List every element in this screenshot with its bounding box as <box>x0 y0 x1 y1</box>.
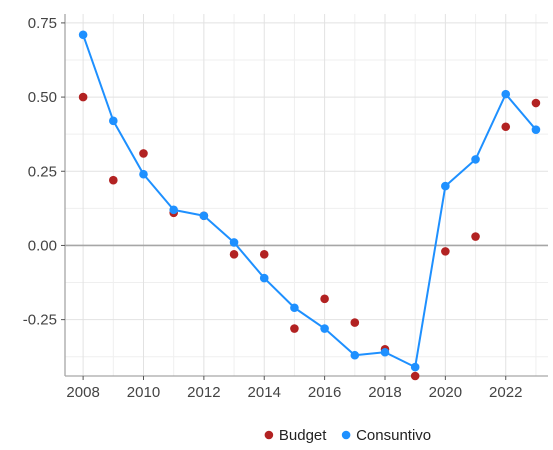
point-consuntivo <box>290 303 299 313</box>
point-consuntivo <box>350 350 360 360</box>
y-tick-label: -0.25 <box>23 312 57 329</box>
legend-key-budget <box>264 430 274 440</box>
point-budget <box>109 175 118 185</box>
grid-layer <box>65 14 548 376</box>
point-consuntivo <box>380 347 390 357</box>
point-consuntivo <box>169 205 178 215</box>
point-budget <box>229 250 239 259</box>
axis-layer: -0.25 0.00 0.25 0.50 0.75 2008 2010 2012 2014 201… <box>23 14 548 401</box>
point-budget <box>259 250 269 259</box>
x-tick-label: 2018 <box>368 384 401 401</box>
point-budget <box>410 371 420 381</box>
point-budget <box>471 232 480 241</box>
legend-label-consuntivo: Consuntivo <box>356 427 431 444</box>
y-tick-label: 0.50 <box>28 89 57 106</box>
y-tick-label: 0.00 <box>28 237 57 254</box>
legend-label-budget: Budget <box>279 427 327 444</box>
point-consuntivo <box>139 169 148 179</box>
x-tick-label: 2008 <box>66 384 99 401</box>
point-consuntivo <box>109 116 118 126</box>
point-budget <box>350 318 360 327</box>
point-budget <box>320 294 329 304</box>
point-budget <box>139 149 148 158</box>
point-consuntivo <box>471 155 480 164</box>
point-consuntivo <box>410 362 420 372</box>
y-tick-label: 0.75 <box>28 15 57 32</box>
point-budget <box>441 247 450 256</box>
point-consuntivo <box>320 324 329 333</box>
series-line-consuntivo <box>82 34 537 369</box>
point-consuntivo <box>501 89 511 99</box>
legend-key-consuntivo <box>341 430 351 440</box>
point-budget <box>290 324 299 333</box>
legend: Budget Consuntivo <box>264 427 431 444</box>
x-tick-label: 2020 <box>429 384 462 401</box>
point-budget <box>501 122 511 132</box>
point-consuntivo <box>229 238 239 247</box>
point-consuntivo <box>259 273 269 283</box>
x-tick-label: 2012 <box>187 384 220 401</box>
point-consuntivo <box>78 30 88 40</box>
series-layer <box>78 30 541 381</box>
point-consuntivo <box>441 181 450 191</box>
point-budget <box>78 92 88 102</box>
point-consuntivo <box>531 125 541 135</box>
x-tick-label: 2014 <box>248 384 281 401</box>
point-consuntivo <box>199 211 209 221</box>
x-tick-label: 2022 <box>489 384 522 401</box>
point-budget <box>531 98 541 108</box>
x-tick-label: 2016 <box>308 384 341 401</box>
y-tick-label: 0.25 <box>28 163 57 180</box>
x-tick-label: 2010 <box>127 384 160 401</box>
